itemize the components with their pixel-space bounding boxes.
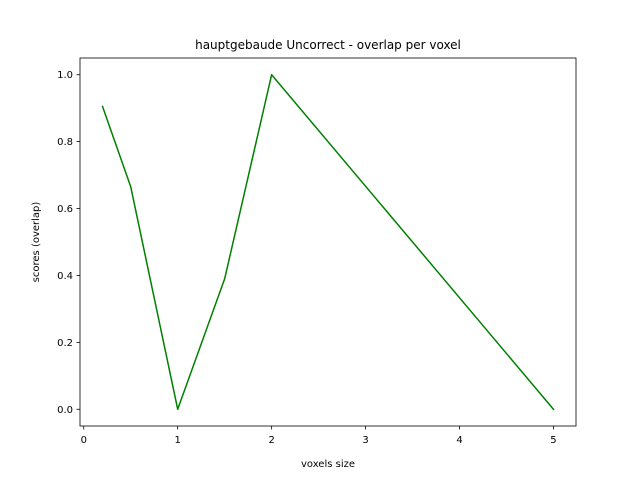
x-tick-label-3: 3 xyxy=(362,435,368,446)
plot-area xyxy=(101,73,555,411)
y-tick-label-2: 0.4 xyxy=(57,271,73,282)
x-tick-label-5: 5 xyxy=(550,435,556,446)
x-tick-label-2: 2 xyxy=(268,435,274,446)
y-tick-label-0: 0.0 xyxy=(57,405,73,416)
y-tick-label-3: 0.6 xyxy=(57,204,73,215)
y-tick-label-1: 0.2 xyxy=(57,338,73,349)
axes: 0 1 2 3 4 5 0.0 0.2 0.4 0.6 0.8 1.0 xyxy=(57,57,577,446)
y-tick-label-5: 1.0 xyxy=(57,70,73,81)
x-tick-label-1: 1 xyxy=(175,435,181,446)
x-tick-label-4: 4 xyxy=(456,435,462,446)
chart-title: hauptgebaude Uncorrect - overlap per vox… xyxy=(195,38,461,52)
y-tick-label-4: 0.8 xyxy=(57,137,73,148)
y-axis-label: scores (overlap) xyxy=(31,202,42,283)
axes-frame xyxy=(79,57,577,427)
x-tick-label-0: 0 xyxy=(81,435,87,446)
x-axis-label: voxels size xyxy=(301,459,355,470)
series-line-0 xyxy=(101,73,555,411)
